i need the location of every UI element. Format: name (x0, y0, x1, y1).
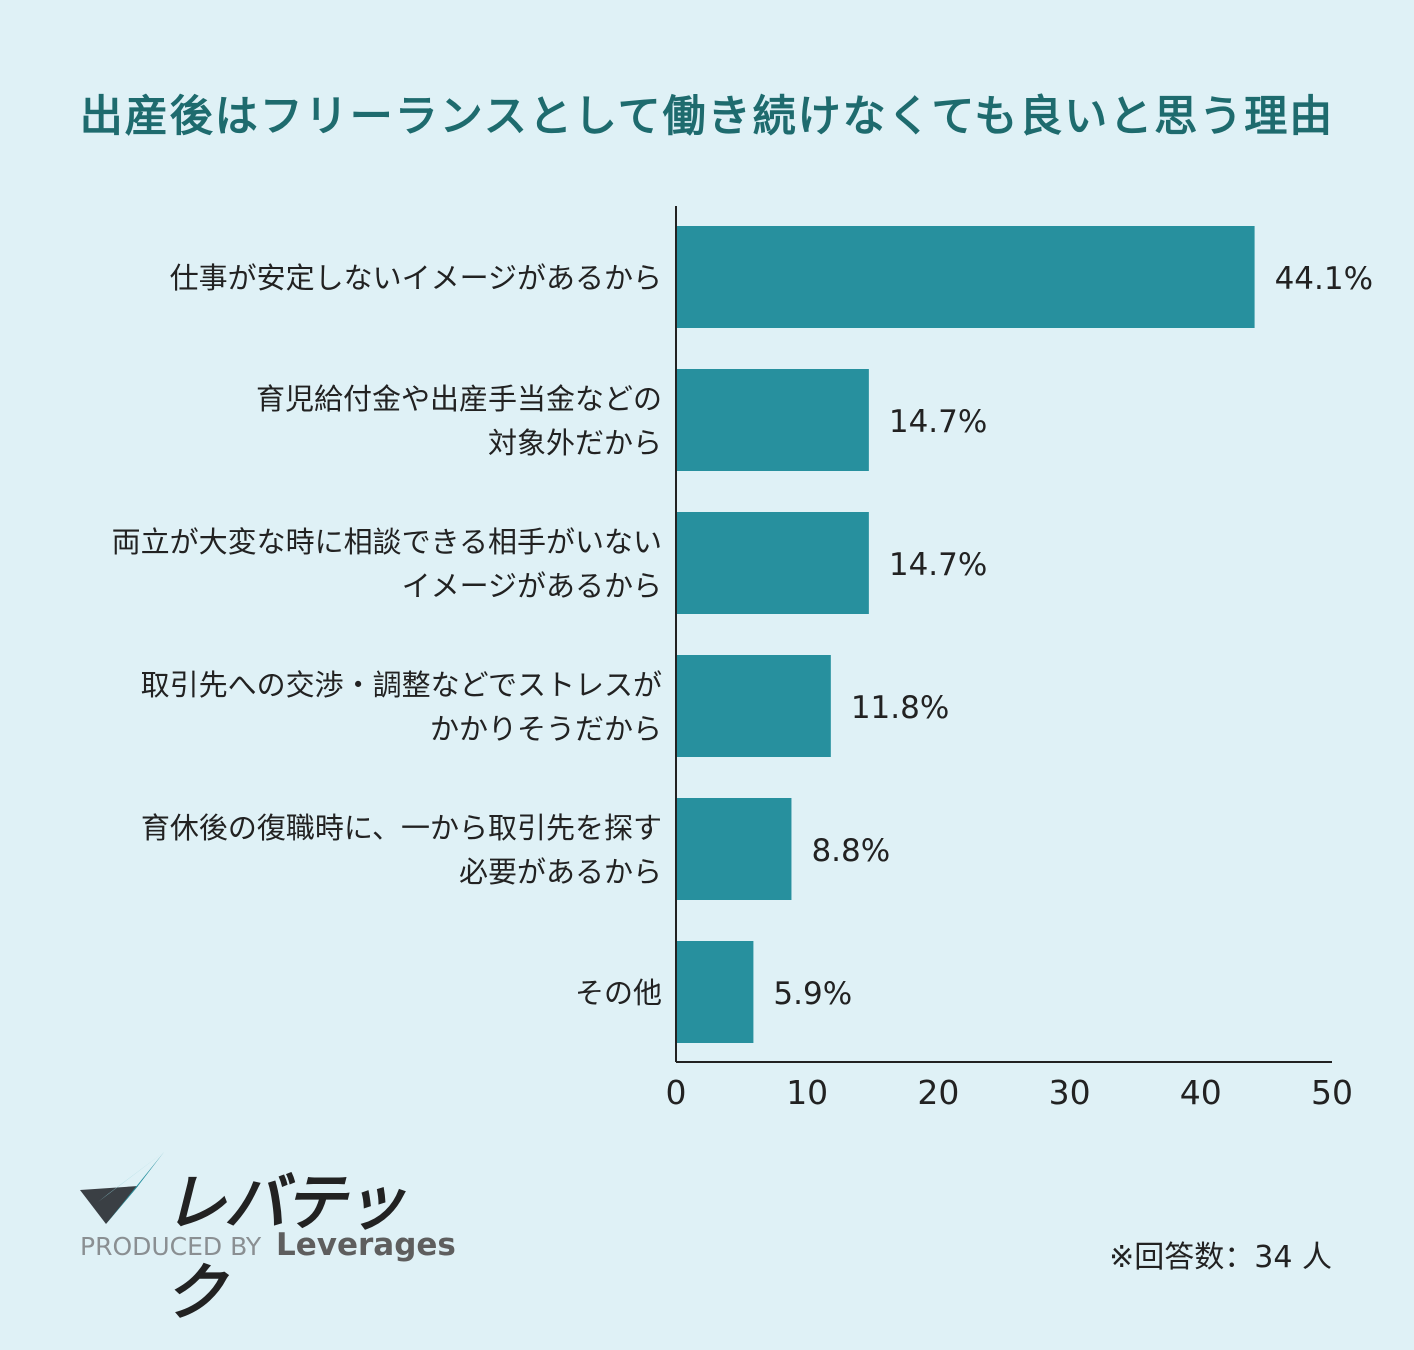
category-label: 育児給付金や出産手当金などの (256, 382, 662, 416)
x-tick-label: 10 (786, 1073, 828, 1112)
x-tick-label: 40 (1180, 1073, 1222, 1112)
x-tick-label: 50 (1311, 1073, 1353, 1112)
logo: レバテック PRODUCED BY Leverages (78, 1150, 456, 1329)
bar-value-label: 14.7% (889, 547, 987, 583)
bar-value-label: 5.9% (773, 976, 852, 1012)
category-label: 両立が大変な時に相談できる相手がいない (112, 525, 662, 559)
category-label: 取引先への交渉・調整などでストレスが (141, 668, 662, 702)
bar (676, 369, 869, 471)
logo-text: レバテック (164, 1166, 406, 1329)
category-label: 育休後の復職時に、一から取引先を探す (141, 811, 662, 845)
logo-brand: Leverages (276, 1227, 456, 1263)
bar-chart: 44.1% 仕事が安定しないイメージがあるから 14.7% 育児給付金や出産手当金など… (112, 206, 1373, 1112)
category-label: その他 (575, 976, 662, 1010)
logo-produced-by: PRODUCED BY (80, 1232, 262, 1261)
category-label: 必要があるから (459, 855, 662, 889)
category-label: 対象外だから (488, 426, 662, 460)
bar (676, 798, 792, 900)
bar-value-label: 11.8% (851, 690, 949, 726)
category-label: 仕事が安定しないイメージがあるから (170, 261, 662, 295)
bar-value-label: 8.8% (811, 833, 890, 869)
bar (676, 941, 754, 1043)
category-label: イメージがあるから (402, 569, 662, 603)
bar-value-label: 44.1% (1275, 261, 1373, 297)
bar (676, 655, 831, 757)
bar (676, 512, 869, 614)
x-tick-label: 20 (917, 1073, 959, 1112)
category-label: かかりそうだから (430, 712, 662, 746)
x-tick-label: 30 (1049, 1073, 1091, 1112)
bar-value-label: 14.7% (889, 404, 987, 440)
bar (676, 226, 1255, 328)
x-tick-label: 0 (666, 1073, 687, 1112)
logo-mark-icon (80, 1152, 164, 1224)
respondent-note: ※回答数：34 人 (1109, 1240, 1332, 1275)
chart-title: 出産後はフリーランスとして働き続けなくても良いと思う理由 (79, 92, 1335, 142)
